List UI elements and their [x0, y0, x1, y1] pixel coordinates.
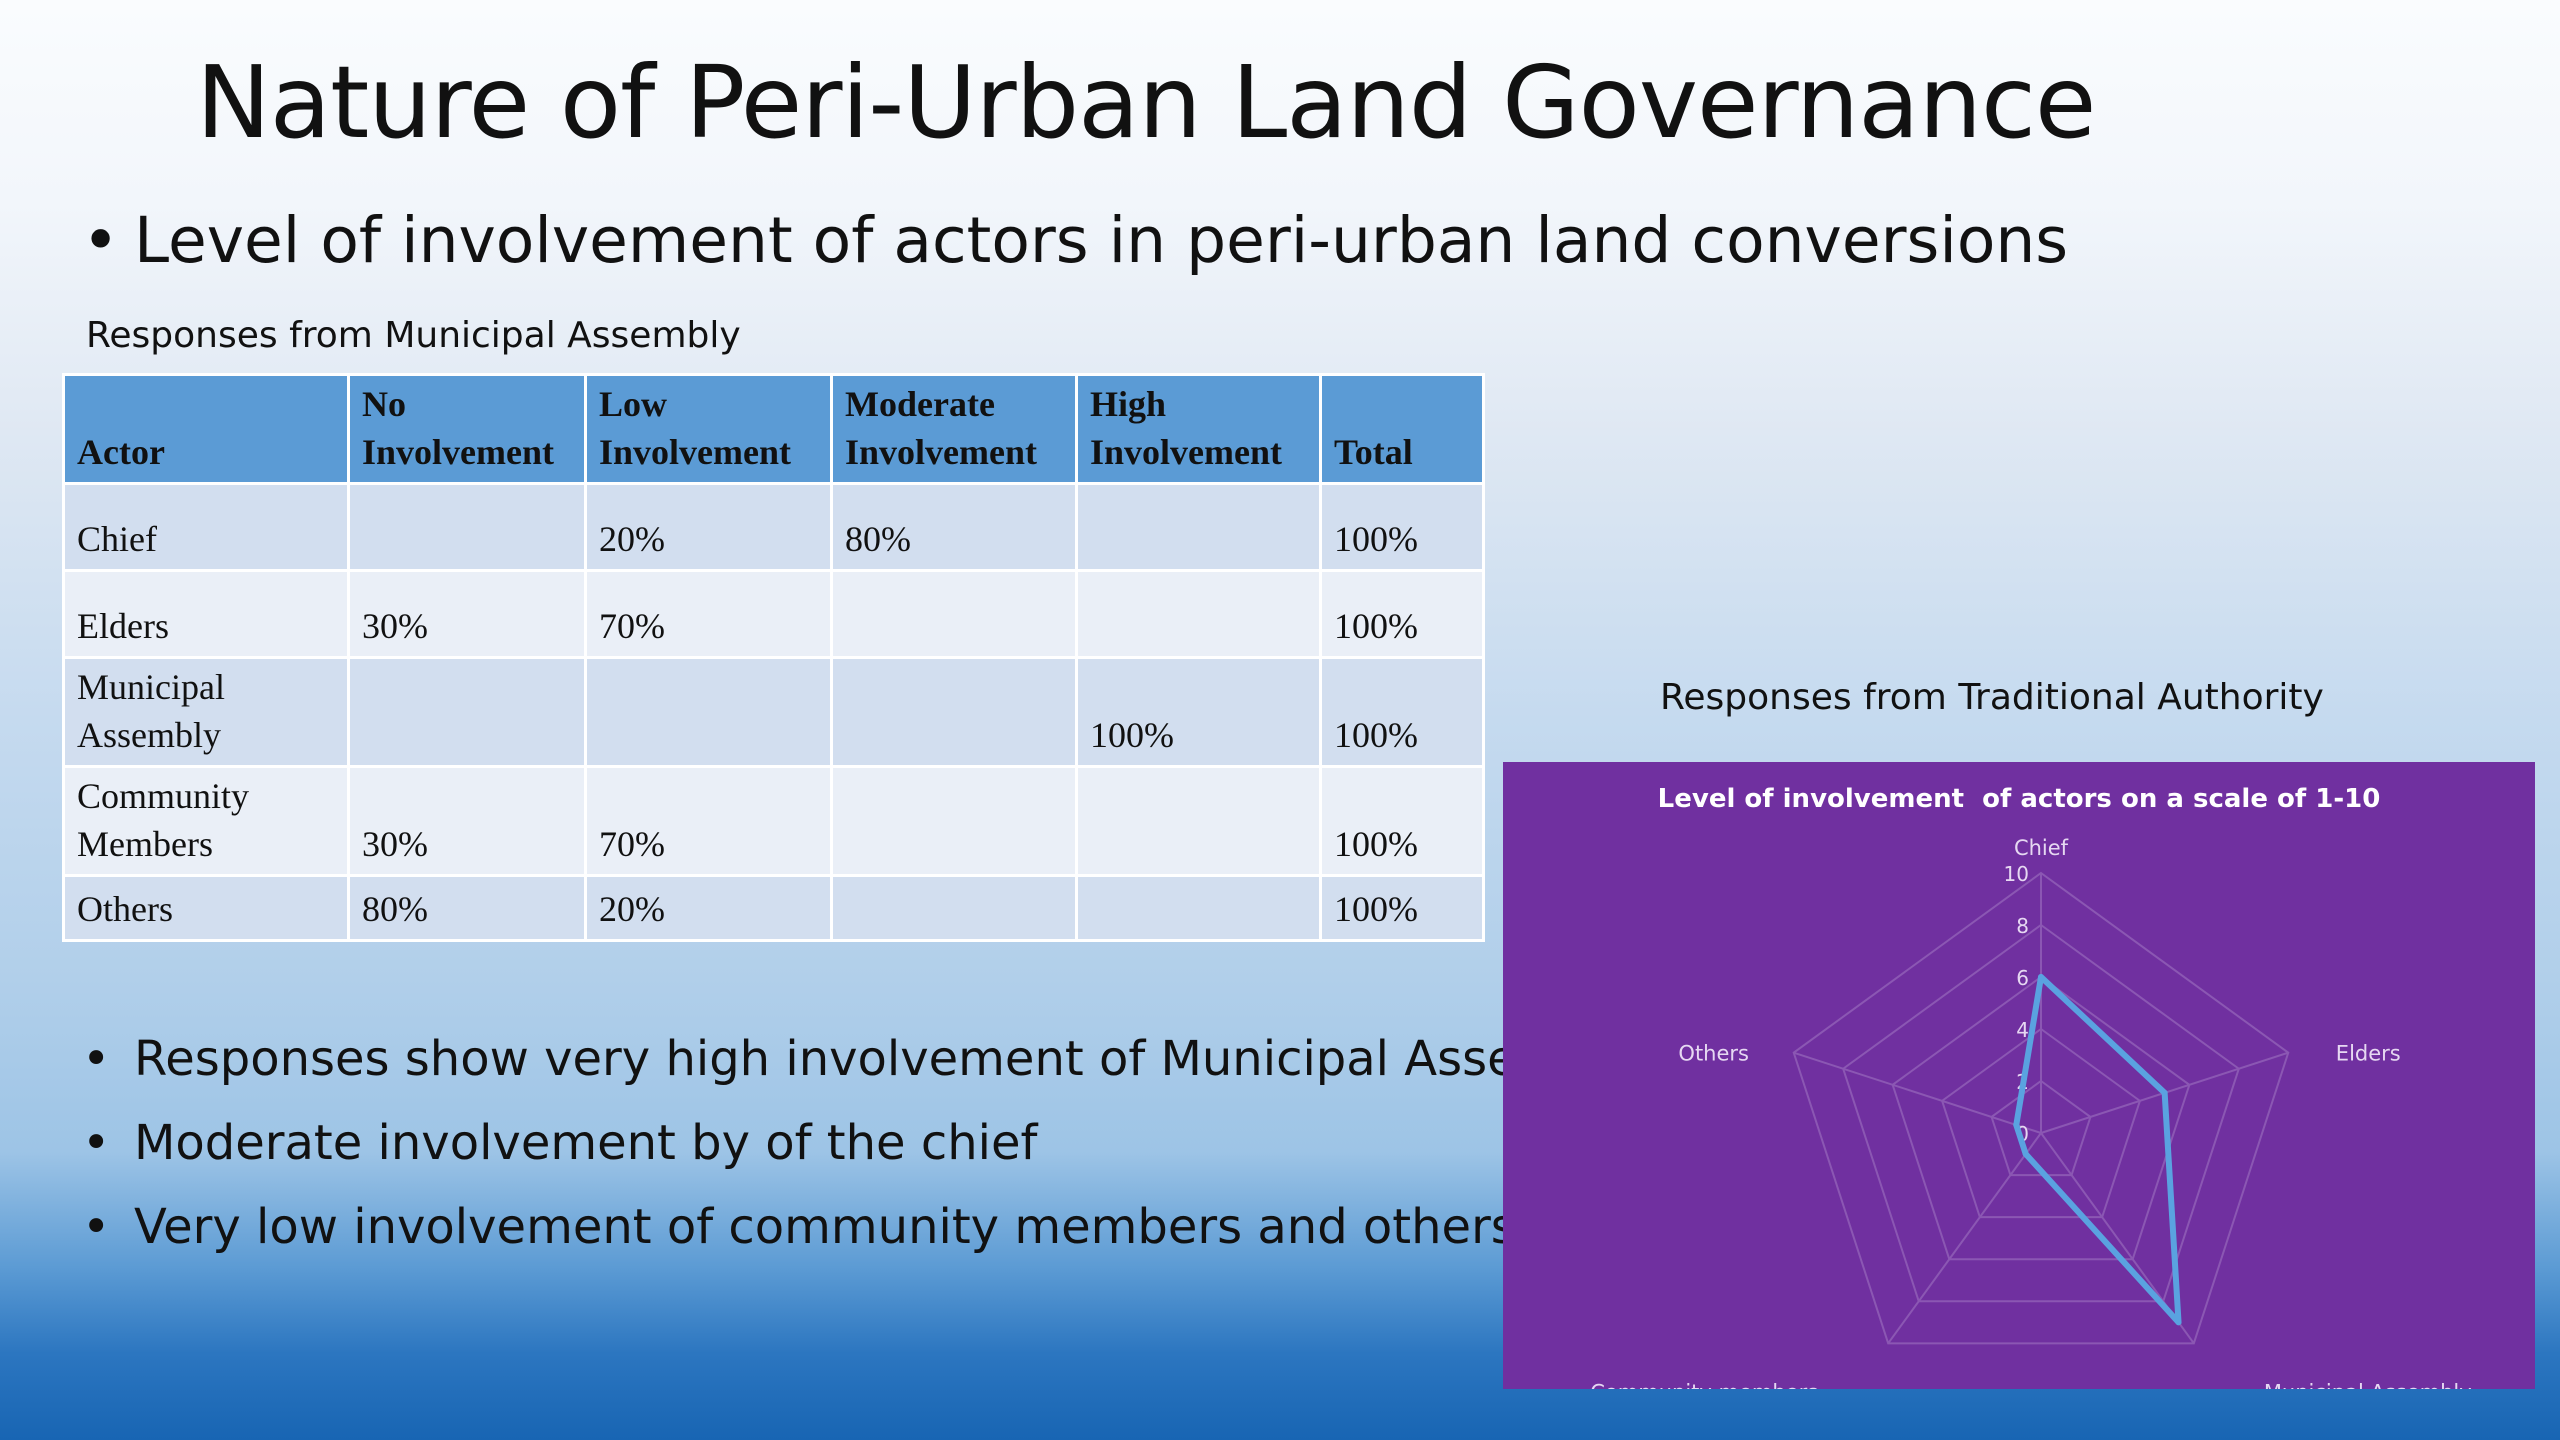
header-high-involvement: High Involvement: [1075, 373, 1322, 485]
bullet-symbol: •: [82, 1115, 111, 1171]
slide-title: Nature of Peri-Urban Land Governance: [196, 44, 2096, 161]
cell-moderate: [830, 656, 1078, 768]
cell-total: 100%: [1319, 482, 1485, 572]
cell-no: [347, 656, 587, 768]
cell-no: 30%: [347, 765, 587, 877]
bullet-symbol: •: [82, 1199, 111, 1255]
table-row: Community Members 30% 70% 100%: [62, 765, 1485, 877]
radar-data-point: [2022, 1151, 2029, 1158]
cell-moderate: [830, 765, 1078, 877]
cell-moderate: [830, 569, 1078, 659]
cell-high: [1075, 482, 1322, 572]
radar-grid-ring: [1940, 1027, 2142, 1219]
chart-caption: Responses from Traditional Authority: [1660, 677, 2324, 718]
cell-total: 100%: [1319, 874, 1485, 942]
table-row: Elders 30% 70% 100%: [62, 569, 1485, 659]
radar-category-label: Chief: [2014, 836, 2069, 860]
table-caption: Responses from Municipal Assembly: [86, 315, 741, 356]
table-row: Chief 20% 80% 100%: [62, 482, 1485, 572]
cell-high: 100%: [1075, 656, 1322, 768]
bullet-symbol: •: [82, 204, 120, 277]
radar-grid-ring: [1891, 975, 2191, 1261]
radar-data-point: [2013, 1121, 2020, 1128]
radar-grid-ring: [1792, 871, 2290, 1345]
table-row: Municipal Assembly 100% 100%: [62, 656, 1485, 768]
radar-tick-label: 8: [2016, 914, 2029, 938]
bullet-symbol: •: [82, 1031, 111, 1087]
header-moderate-involvement: Moderate Involvement: [830, 373, 1078, 485]
cell-high: [1075, 874, 1322, 942]
summary-bullet: • Very low involvement of community membe…: [82, 1199, 1516, 1255]
header-no-involvement: No Involvement: [347, 373, 587, 485]
cell-moderate: 80%: [830, 482, 1078, 572]
radar-tick-label: 10: [2004, 862, 2029, 886]
summary-bullet: • Moderate involvement by of the chief: [82, 1115, 1038, 1171]
header-total: Total: [1319, 373, 1485, 485]
main-bullet-text: Level of involvement of actors in peri-u…: [134, 204, 2069, 277]
cell-total: 100%: [1319, 569, 1485, 659]
header-actor: Actor: [62, 373, 350, 485]
radar-category-label: Others: [1678, 1042, 1749, 1066]
summary-bullet: • Responses show very high involvement of…: [82, 1031, 1636, 1087]
cell-no: 80%: [347, 874, 587, 942]
radar-tick-label: 6: [2016, 966, 2029, 990]
radar-chart: 0246810ChiefEldersMunicipal AssemblyComm…: [1590, 836, 2472, 1389]
cell-high: [1075, 765, 1322, 877]
cell-total: 100%: [1319, 765, 1485, 877]
radar-data-point: [2161, 1089, 2168, 1096]
cell-low: 70%: [584, 765, 833, 877]
cell-high: [1075, 569, 1322, 659]
cell-low: [584, 656, 833, 768]
radar-grid-ring: [1842, 923, 2240, 1303]
radar-series-line: [2013, 974, 2182, 1326]
cell-total: 100%: [1319, 656, 1485, 768]
header-low-involvement: Low Involvement: [584, 373, 833, 485]
involvement-table: Actor No Involvement Low Involvement Moder…: [62, 373, 1485, 942]
cell-actor: Elders: [62, 569, 350, 659]
chart-title: Level of involvement of actors on a scal…: [1657, 784, 2381, 814]
cell-actor: Others: [62, 874, 350, 942]
cell-actor: Chief: [62, 482, 350, 572]
cell-actor: Municipal Assembly: [62, 656, 350, 768]
radar-data-point: [2038, 974, 2044, 980]
radar-spoke: [1793, 1051, 2042, 1134]
cell-no: 30%: [347, 569, 587, 659]
main-bullet: • Level of involvement of actors in peri-…: [82, 204, 2068, 277]
radar-tick-label: 4: [2016, 1018, 2029, 1042]
cell-low: 20%: [584, 482, 833, 572]
cell-no: [347, 482, 587, 572]
table-header-row: Actor No Involvement Low Involvement Moder…: [62, 373, 1485, 485]
summary-bullets: • Responses show very high involvement of…: [82, 1031, 1636, 1283]
cell-low: 70%: [584, 569, 833, 659]
cell-actor: Community Members: [62, 765, 350, 877]
radar-category-label: Community members: [1590, 1380, 1818, 1389]
cell-moderate: [830, 874, 1078, 942]
table-row: Others 80% 20% 100%: [62, 874, 1485, 942]
radar-category-label: Elders: [2336, 1042, 2401, 1066]
radar-data-point: [2175, 1319, 2182, 1326]
cell-low: 20%: [584, 874, 833, 942]
radar-spoke: [1887, 1132, 2042, 1344]
radar-chart-panel: Level of involvement of actors on a scal…: [1503, 762, 2535, 1389]
radar-category-label: Municipal Assembly: [2264, 1380, 2472, 1389]
